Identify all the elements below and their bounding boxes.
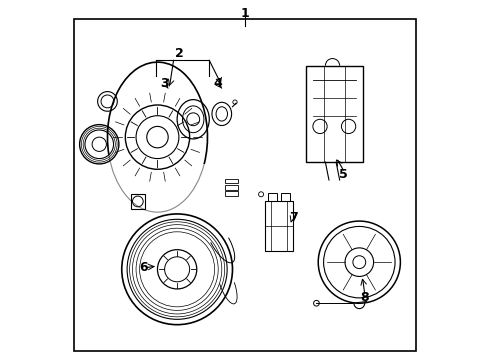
Bar xyxy=(225,185,238,190)
Text: 6: 6 xyxy=(139,261,147,274)
Text: 5: 5 xyxy=(339,168,347,181)
Bar xyxy=(225,192,238,196)
Text: 7: 7 xyxy=(289,211,297,224)
Text: 3: 3 xyxy=(160,77,169,90)
Bar xyxy=(268,193,277,202)
Text: 8: 8 xyxy=(360,291,369,305)
Bar xyxy=(281,193,290,202)
Text: 2: 2 xyxy=(174,47,183,60)
Text: 4: 4 xyxy=(214,77,222,90)
Text: 1: 1 xyxy=(241,8,249,21)
Bar xyxy=(225,179,238,183)
